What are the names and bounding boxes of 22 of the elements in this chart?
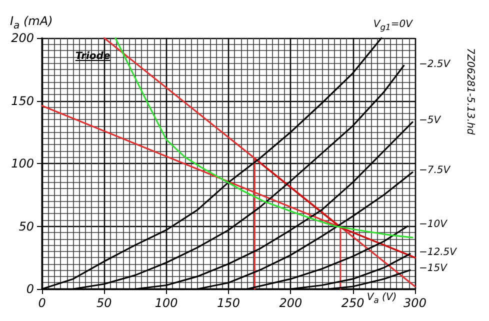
- series-label: −2.5V: [419, 58, 450, 72]
- y-tick-label: 150: [11, 94, 34, 108]
- series-label: −7.5V: [419, 164, 450, 178]
- x-tick-label: 0: [38, 296, 46, 310]
- series-label: V$_{g1}$=0V: [373, 18, 412, 34]
- y-tick-label: 100: [11, 156, 34, 170]
- x-tick-label: 100: [154, 296, 178, 310]
- y-tick-label: 200: [11, 31, 34, 45]
- x-tick-label: 200: [279, 296, 302, 310]
- series-label: −10V: [419, 218, 447, 232]
- y-axis-title: I$_{a}$ (mA): [10, 14, 53, 32]
- series-label: −15V: [419, 262, 447, 276]
- y-tick-label: 0: [26, 282, 34, 296]
- x-tick-label: 150: [217, 296, 240, 310]
- x-tick-label: 300: [404, 296, 427, 310]
- series-label: −5V: [419, 114, 441, 128]
- y-tick-label: 50: [18, 219, 34, 234]
- series-label: −12.5V: [419, 246, 456, 260]
- x-tick-label: 50: [96, 296, 112, 310]
- x-tick-label: 250: [341, 296, 365, 310]
- text: 7Z06281-5.13.hd: [464, 48, 476, 136]
- x-axis-title: V$_{a}$ (V): [366, 291, 397, 307]
